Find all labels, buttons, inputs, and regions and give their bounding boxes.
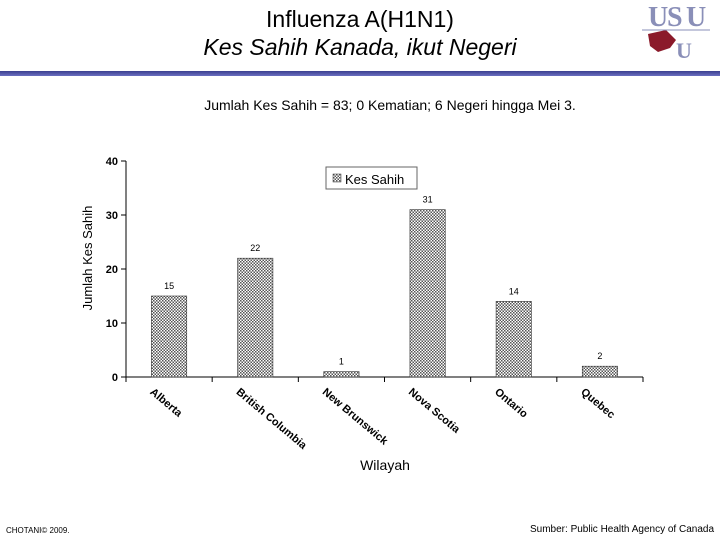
bar-value-label: 2 [597,351,602,361]
svg-text:U: U [676,38,692,63]
legend-entry-label: Kes Sahih [345,172,404,187]
svg-text:U: U [648,2,668,33]
bar [323,371,360,378]
x-tick-label: Quebec [578,386,617,421]
chart-legend: Kes Sahih [325,166,418,190]
svg-text:S: S [667,2,683,33]
x-tick-label: British Columbia [234,386,310,452]
chart-summary: Jumlah Kes Sahih = 83; 0 Kematian; 6 Neg… [204,97,576,113]
x-tick-label: New Brunswick [320,386,391,448]
source-note: Sumber: Public Health Agency of Canada [530,524,714,535]
bar-value-label: 31 [423,195,433,205]
bar [581,365,618,378]
bar-value-label: 1 [339,357,344,367]
y-axis-label: Jumlah Kes Sahih [80,206,95,311]
page-title: Influenza A(H1N1) [266,6,454,32]
y-tick-label: 20 [106,264,118,276]
usu-logo-icon: U S U U [642,2,710,64]
legend-swatch [332,173,342,183]
page-subtitle-heading: Kes Sahih Kanada, ikut Negeri [203,34,517,60]
bar-value-label: 15 [164,281,174,291]
y-tick-label: 0 [112,372,118,384]
x-tick-label: Nova Scotia [406,386,463,436]
y-tick-label: 10 [106,318,118,330]
bar [495,301,532,378]
y-tick-label: 40 [106,156,118,168]
bar-value-label: 22 [250,243,260,253]
x-tick-label: Ontario [492,386,530,421]
bar-value-label: 14 [509,286,519,296]
bar [151,295,188,378]
x-tick-label: Alberta [147,386,184,420]
y-tick-label: 30 [106,210,118,222]
header-divider [0,71,720,76]
svg-text:U: U [686,2,706,33]
copyright-note: CHOTANI© 2009. [6,526,70,535]
bar [237,257,274,378]
bar [409,209,446,378]
x-axis-label: Wilayah [360,457,410,473]
